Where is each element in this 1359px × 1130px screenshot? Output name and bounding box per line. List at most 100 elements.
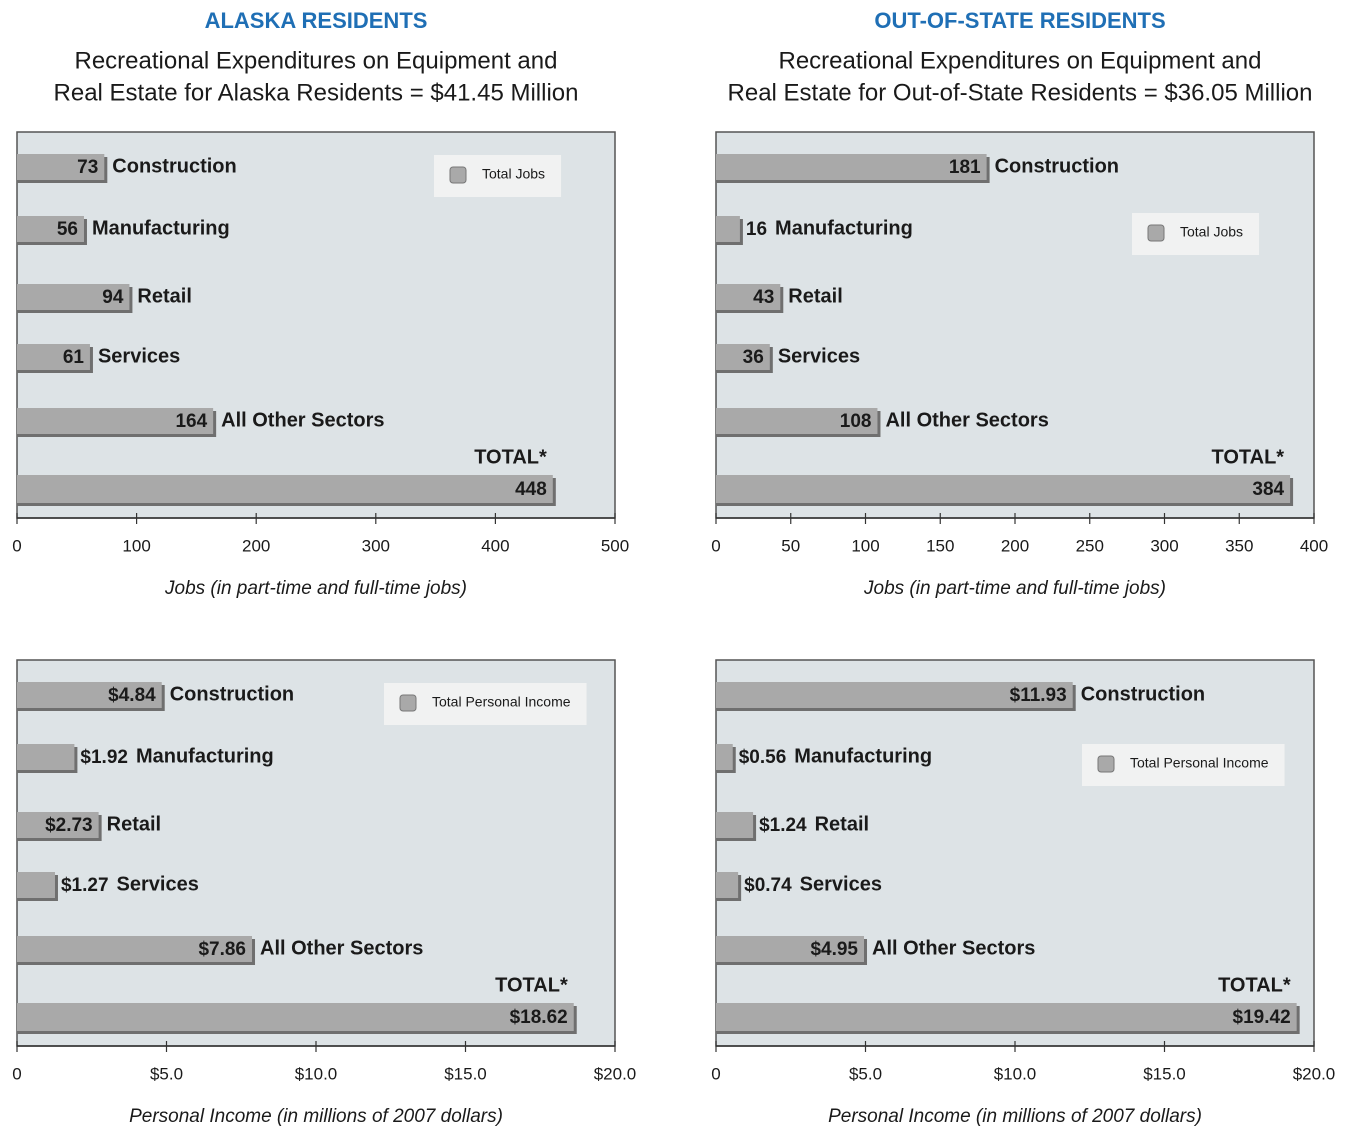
value-label: $11.93 bbox=[1010, 685, 1067, 706]
value-label: 448 bbox=[515, 479, 547, 500]
subtitle: Real Estate for Out-of-State Residents =… bbox=[728, 79, 1313, 106]
value-label: $19.42 bbox=[1233, 1007, 1291, 1028]
category-label: Retail bbox=[137, 285, 191, 307]
x-tick-label: 500 bbox=[601, 536, 629, 555]
legend bbox=[1082, 744, 1285, 786]
x-tick-label: $20.0 bbox=[1293, 1064, 1336, 1083]
bar bbox=[716, 284, 781, 310]
legend-swatch bbox=[449, 166, 467, 184]
x-axis-label: Jobs (in part-time and full-time jobs) bbox=[164, 578, 467, 599]
x-tick-label: $5.0 bbox=[849, 1064, 882, 1083]
value-label: $4.84 bbox=[108, 685, 156, 706]
category-label: Manufacturing bbox=[136, 745, 274, 767]
value-label: $0.74 bbox=[744, 875, 792, 896]
column-title: OUT-OF-STATE RESIDENTS bbox=[874, 8, 1165, 33]
value-label: 108 bbox=[840, 411, 872, 432]
subtitle: Real Estate for Alaska Residents = $41.4… bbox=[54, 79, 579, 106]
bar bbox=[716, 936, 865, 962]
bar bbox=[17, 936, 253, 962]
bar bbox=[716, 872, 739, 898]
x-tick-label: 0 bbox=[12, 536, 21, 555]
bar bbox=[17, 344, 90, 370]
category-label: Retail bbox=[788, 285, 842, 307]
x-tick-label: $20.0 bbox=[594, 1064, 637, 1083]
x-tick-label: 200 bbox=[242, 536, 270, 555]
bar bbox=[17, 1003, 574, 1031]
value-label: $1.24 bbox=[759, 815, 807, 836]
category-label: TOTAL* bbox=[1218, 974, 1291, 996]
bar bbox=[17, 154, 105, 180]
x-tick-label: 150 bbox=[926, 536, 954, 555]
bar bbox=[716, 216, 740, 242]
legend-swatch bbox=[399, 694, 417, 712]
subtitle: Recreational Expenditures on Equipment a… bbox=[75, 47, 558, 74]
bar bbox=[17, 408, 214, 434]
legend bbox=[384, 683, 587, 725]
bar bbox=[716, 154, 987, 180]
value-label: $1.27 bbox=[61, 875, 109, 896]
value-label: 73 bbox=[77, 157, 98, 178]
category-label: Retail bbox=[815, 813, 869, 835]
category-label: TOTAL* bbox=[495, 974, 568, 996]
category-label: Manufacturing bbox=[92, 217, 230, 239]
category-label: All Other Sectors bbox=[221, 409, 384, 431]
plot-area bbox=[715, 659, 1315, 1047]
value-label: 181 bbox=[949, 157, 981, 178]
x-tick-label: 0 bbox=[12, 1064, 21, 1083]
value-label: 61 bbox=[63, 347, 85, 368]
value-label: $7.86 bbox=[198, 939, 246, 960]
x-axis-label: Personal Income (in millions of 2007 dol… bbox=[828, 1106, 1202, 1127]
category-label: Manufacturing bbox=[794, 745, 932, 767]
x-axis-label: Personal Income (in millions of 2007 dol… bbox=[129, 1106, 503, 1127]
value-label: $1.92 bbox=[80, 747, 128, 768]
x-tick-label: 400 bbox=[481, 536, 509, 555]
category-label: Construction bbox=[1081, 683, 1205, 705]
legend-label: Total Jobs bbox=[482, 166, 545, 182]
x-tick-label: $15.0 bbox=[1143, 1064, 1186, 1083]
value-label: 94 bbox=[102, 287, 124, 308]
bar bbox=[716, 744, 733, 770]
category-label: Services bbox=[800, 873, 882, 895]
bar bbox=[17, 284, 130, 310]
legend-label: Total Personal Income bbox=[1130, 755, 1269, 771]
x-tick-label: 0 bbox=[711, 1064, 720, 1083]
value-label: 16 bbox=[746, 219, 767, 240]
bar bbox=[17, 682, 162, 708]
value-label: 384 bbox=[1252, 479, 1284, 500]
subtitle: Recreational Expenditures on Equipment a… bbox=[779, 47, 1262, 74]
bar bbox=[716, 344, 770, 370]
value-label: 164 bbox=[175, 411, 207, 432]
x-tick-label: 350 bbox=[1225, 536, 1253, 555]
x-tick-label: 200 bbox=[1001, 536, 1029, 555]
x-tick-label: 50 bbox=[781, 536, 800, 555]
category-label: TOTAL* bbox=[1211, 446, 1284, 468]
bar bbox=[716, 682, 1073, 708]
x-tick-label: 100 bbox=[122, 536, 150, 555]
category-label: Construction bbox=[112, 155, 236, 177]
value-label: 43 bbox=[753, 287, 774, 308]
x-tick-label: $10.0 bbox=[994, 1064, 1037, 1083]
category-label: Construction bbox=[995, 155, 1119, 177]
value-label: 56 bbox=[57, 219, 78, 240]
value-label: $4.95 bbox=[810, 939, 858, 960]
bar bbox=[17, 475, 553, 503]
value-label: $0.56 bbox=[739, 747, 787, 768]
category-label: All Other Sectors bbox=[872, 937, 1035, 959]
x-tick-label: $10.0 bbox=[295, 1064, 338, 1083]
x-tick-label: $5.0 bbox=[150, 1064, 183, 1083]
x-tick-label: 250 bbox=[1076, 536, 1104, 555]
category-label: Services bbox=[98, 345, 180, 367]
x-tick-label: 400 bbox=[1300, 536, 1328, 555]
category-label: Retail bbox=[107, 813, 161, 835]
category-label: Services bbox=[117, 873, 199, 895]
bar bbox=[17, 744, 75, 770]
bar bbox=[17, 216, 84, 242]
bar bbox=[716, 408, 878, 434]
bar bbox=[716, 812, 754, 838]
x-tick-label: 0 bbox=[711, 536, 720, 555]
x-tick-label: 300 bbox=[1150, 536, 1178, 555]
x-tick-label: $15.0 bbox=[444, 1064, 487, 1083]
legend-label: Total Personal Income bbox=[432, 694, 571, 710]
value-label: $18.62 bbox=[510, 1007, 568, 1028]
bar bbox=[716, 1003, 1297, 1031]
